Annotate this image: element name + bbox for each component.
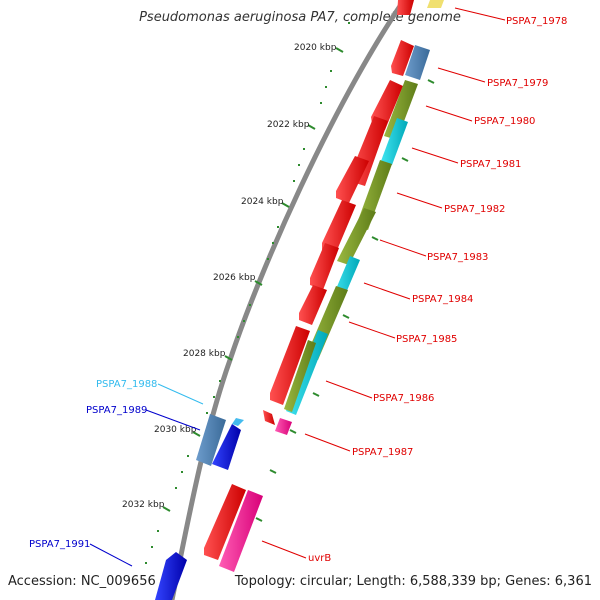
cds-olive[interactable] — [337, 208, 376, 265]
cds-magenta[interactable] — [219, 490, 263, 572]
tick-label: 2022 kbp — [267, 120, 310, 130]
genome-backbone — [169, 0, 407, 600]
cds-olive[interactable] — [284, 340, 316, 412]
leader-lines — [89, 7, 506, 567]
outer-ticks — [255, 79, 435, 522]
cds-steel[interactable] — [196, 414, 226, 466]
outer-cds-track — [219, 45, 430, 572]
cds-arrow[interactable] — [263, 410, 275, 425]
cds-arrow[interactable] — [204, 484, 246, 560]
gene-label[interactable]: PSPA7_1978 — [506, 16, 567, 27]
gene-label[interactable]: PSPA7_1982 — [444, 204, 505, 215]
tick-label: 2028 kbp — [183, 349, 226, 359]
tick-track — [162, 47, 344, 512]
tick-mark — [192, 431, 201, 437]
gene-label[interactable]: PSPA7_1986 — [373, 393, 434, 404]
tick-mark — [162, 506, 171, 512]
tick-mark — [307, 124, 316, 130]
cds-arrow[interactable] — [336, 156, 369, 203]
forward-cds-track — [204, 0, 414, 560]
cds-cyan[interactable] — [381, 118, 408, 165]
cds-yellow[interactable] — [427, 0, 444, 8]
cds-arrow[interactable] — [391, 40, 414, 76]
tick-label: 2024 kbp — [241, 197, 284, 207]
genome-summary: Topology: circular; Length: 6,588,339 bp… — [234, 574, 592, 589]
minor-ticks — [145, 22, 350, 564]
gene-label[interactable]: PSPA7_1979 — [487, 78, 548, 89]
cds-light-blue[interactable] — [232, 418, 244, 426]
cds-steel[interactable] — [405, 45, 430, 80]
gene-label[interactable]: PSPA7_1987 — [352, 447, 413, 458]
tick-labels: 2020 kbp 2022 kbp 2024 kbp 2026 kbp 2028… — [122, 43, 337, 510]
gene-label[interactable]: PSPA7_1988 — [96, 379, 157, 390]
map-title: Pseudomonas aeruginosa PA7, complete gen… — [139, 10, 461, 25]
reverse-cds-track — [155, 0, 444, 600]
gene-label[interactable]: PSPA7_1984 — [412, 294, 473, 305]
cds-arrow[interactable] — [322, 200, 356, 255]
cds-arrow[interactable] — [299, 285, 327, 325]
cds-arrow[interactable] — [371, 80, 403, 130]
cds-blue[interactable] — [155, 552, 187, 600]
gene-label[interactable]: PSPA7_1985 — [396, 334, 457, 345]
tick-mark — [254, 280, 263, 286]
gene-label[interactable]: uvrB — [308, 553, 331, 564]
tick-mark — [281, 202, 290, 208]
gene-label[interactable]: PSPA7_1980 — [474, 116, 535, 127]
gene-label[interactable]: PSPA7_1991 — [29, 539, 90, 550]
tick-label: 2030 kbp — [154, 425, 197, 435]
gene-label[interactable]: PSPA7_1989 — [86, 405, 147, 416]
cds-olive[interactable] — [384, 80, 418, 140]
gene-labels: PSPA7_1978 PSPA7_1979 PSPA7_1980 PSPA7_1… — [29, 16, 567, 564]
tick-mark — [335, 47, 344, 53]
gene-label[interactable]: PSPA7_1981 — [460, 159, 521, 170]
cds-arrow[interactable] — [397, 0, 414, 15]
cds-arrow[interactable] — [270, 326, 310, 405]
tick-label: 2026 kbp — [213, 273, 256, 283]
cds-blue[interactable] — [212, 424, 241, 470]
tick-label: 2020 kbp — [294, 43, 337, 53]
cds-magenta[interactable] — [275, 418, 292, 435]
cds-arrow[interactable] — [310, 243, 339, 290]
accession-label: Accession: NC_009656 — [8, 574, 156, 589]
tick-label: 2032 kbp — [122, 500, 165, 510]
gene-label[interactable]: PSPA7_1983 — [427, 252, 488, 263]
tick-mark — [224, 355, 233, 361]
